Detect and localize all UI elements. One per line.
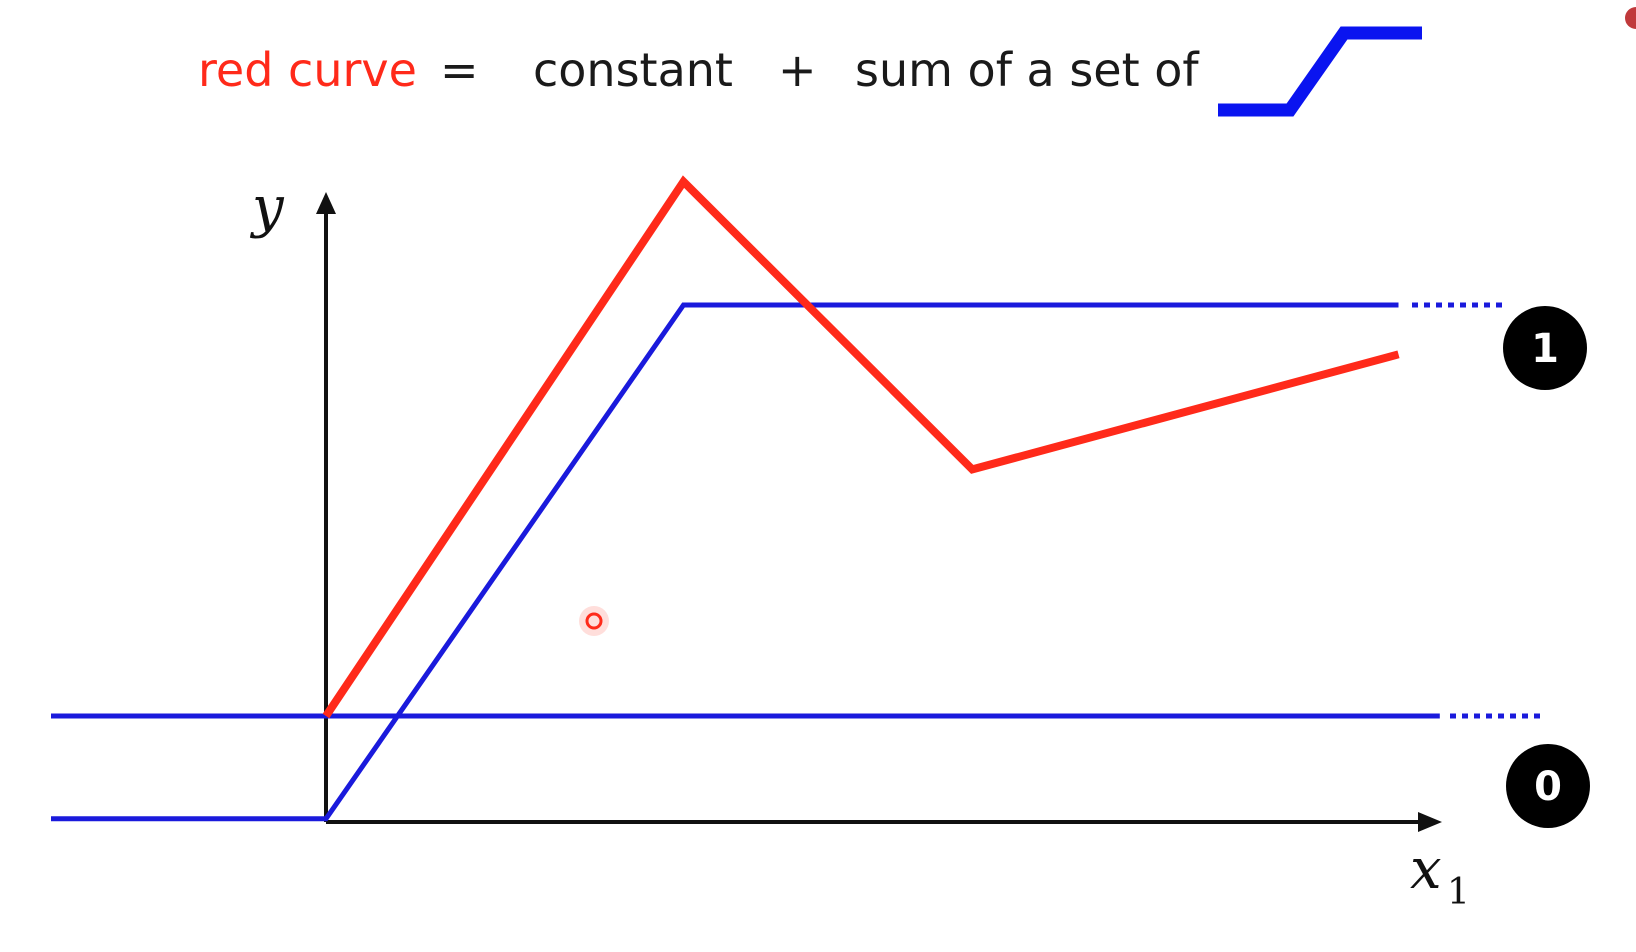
hard-sigmoid-icon: [1218, 26, 1422, 117]
equation-plus: +: [778, 43, 817, 97]
x-axis-subscript: 1: [1447, 872, 1470, 913]
equation-term-constant: constant: [533, 43, 733, 97]
axes: y x 1: [249, 175, 1470, 913]
pointer-dot-icon: [579, 606, 609, 636]
badge-label-0: 0: [1534, 764, 1562, 810]
badge-circle: [1506, 744, 1590, 828]
level-badge-0: 0: [1506, 744, 1590, 828]
badge-circle: [1503, 306, 1587, 390]
badge-label-1: 1: [1531, 326, 1559, 372]
x-axis-arrow-icon: [1418, 812, 1442, 832]
level-badge-1: 1: [1503, 306, 1587, 390]
curves: [51, 175, 1440, 822]
equation: red curve = constant + sum of a set of: [198, 26, 1422, 117]
hard-sigmoid-curve: [51, 302, 1399, 822]
corner-avatar-icon: [1625, 7, 1636, 29]
equation-lhs: red curve: [198, 43, 417, 97]
equation-equals: =: [440, 43, 479, 97]
y-axis-label: y: [249, 175, 285, 240]
equation-term-sum: sum of a set of: [855, 43, 1200, 97]
y-axis-arrow-icon: [316, 192, 336, 214]
x-axis-label: x: [1410, 837, 1442, 902]
red-curve: [322, 175, 1400, 719]
